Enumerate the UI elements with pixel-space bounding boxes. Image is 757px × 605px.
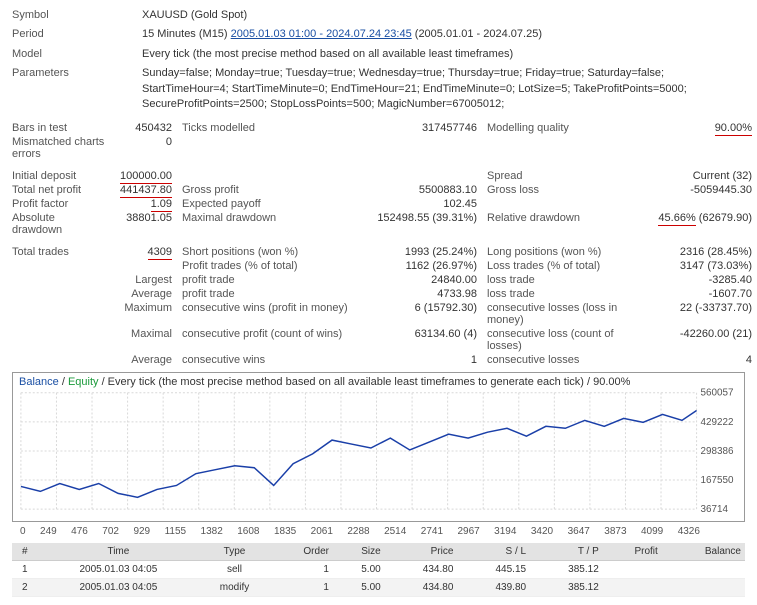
chart-x-axis: 0249476702929115513821608183520612288251… (12, 526, 745, 537)
short-pos-label: Short positions (won %) (182, 246, 372, 258)
table-header[interactable]: Balance (662, 543, 745, 561)
symbol-value: XAUUSD (Gold Spot) (142, 8, 745, 23)
stats-grid: Bars in test 450432 Ticks modelled 31745… (12, 122, 745, 160)
max-cl-label: consecutive losses (loss in money) (487, 302, 647, 326)
table-header[interactable]: Size (333, 543, 385, 561)
avg-cw-label: consecutive wins (182, 354, 372, 366)
maxp-cl-label: consecutive loss (count of losses) (487, 328, 647, 352)
spread-value: Current (32) (647, 170, 752, 182)
average-label: Average (107, 288, 182, 300)
loss-trades-label: Loss trades (% of total) (487, 260, 647, 272)
bars-in-test-label: Bars in test (12, 122, 107, 134)
table-row[interactable]: 12005.01.03 04:05sell15.00434.80445.1538… (12, 561, 745, 579)
svg-text:298386: 298386 (701, 446, 734, 457)
spread-label: Spread (487, 170, 647, 182)
initial-deposit-value: 100000.00 (107, 170, 182, 182)
expected-payoff-value: 102.45 (372, 198, 487, 210)
rel-dd-label: Relative drawdown (487, 212, 647, 236)
largest-lt-label: loss trade (487, 274, 647, 286)
table-body: 12005.01.03 04:05sell15.00434.80445.1538… (12, 561, 745, 597)
profit-factor-value: 1.09 (107, 198, 182, 210)
long-pos-label: Long positions (won %) (487, 246, 647, 258)
table-header[interactable]: Type (199, 543, 270, 561)
svg-text:560057: 560057 (701, 388, 734, 399)
maxp-cw-value: 63134.60 (4) (372, 328, 487, 352)
profit-factor-label: Profit factor (12, 198, 107, 210)
maximal-label: Maximal (107, 328, 182, 352)
svg-text:167550: 167550 (701, 475, 734, 486)
table-header[interactable]: Price (385, 543, 458, 561)
avg-cl-value: 4 (647, 354, 752, 366)
period-value: 15 Minutes (M15) 2005.01.03 01:00 - 2024… (142, 27, 745, 42)
max-cw-label: consecutive wins (profit in money) (182, 302, 372, 326)
maximum-label: Maximum (107, 302, 182, 326)
avg-cw-value: 1 (372, 354, 487, 366)
table-header[interactable]: S / L (457, 543, 530, 561)
modelling-quality-value: 90.00% (647, 122, 752, 134)
total-net-profit-label: Total net profit (12, 184, 107, 196)
expected-payoff-label: Expected payoff (182, 198, 372, 210)
largest-label: Largest (107, 274, 182, 286)
average-pt-value: 4733.98 (372, 288, 487, 300)
profit-trades-value: 1162 (26.97%) (372, 260, 487, 272)
abs-dd-label: Absolute drawdown (12, 212, 107, 236)
svg-text:36714: 36714 (701, 504, 729, 515)
maxp-cl-value: -42260.00 (21) (647, 328, 752, 352)
average-lt-value: -1607.70 (647, 288, 752, 300)
max-dd-value: 152498.55 (39.31%) (372, 212, 487, 236)
initial-deposit-label: Initial deposit (12, 170, 107, 182)
table-header[interactable]: T / P (530, 543, 603, 561)
svg-text:429222: 429222 (701, 417, 734, 428)
avg-cl-label: consecutive losses (487, 354, 647, 366)
period-label: Period (12, 27, 142, 42)
loss-trades-value: 3147 (73.03%) (647, 260, 752, 272)
maxp-cw-label: consecutive profit (count of wins) (182, 328, 372, 352)
abs-dd-value: 38801.05 (107, 212, 182, 236)
table-row[interactable]: 22005.01.03 04:05modify15.00434.80439.80… (12, 579, 745, 597)
table-header[interactable]: Profit (603, 543, 662, 561)
ticks-modelled-value: 317457746 (372, 122, 487, 134)
trades-table: #TimeTypeOrderSizePriceS / LT / PProfitB… (12, 543, 745, 597)
gross-profit-value: 5500883.10 (372, 184, 487, 196)
symbol-label: Symbol (12, 8, 142, 23)
table-header[interactable]: Order (270, 543, 333, 561)
bars-in-test-value: 450432 (107, 122, 182, 134)
max-dd-label: Maximal drawdown (182, 212, 372, 236)
profit-trades-label: Profit trades (% of total) (182, 260, 372, 272)
mismatched-value: 0 (107, 136, 182, 160)
balance-chart: Balance / Equity / Every tick (the most … (12, 372, 745, 522)
mismatched-label: Mismatched charts errors (12, 136, 107, 160)
largest-pt-value: 24840.00 (372, 274, 487, 286)
gross-loss-value: -5059445.30 (647, 184, 752, 196)
gross-loss-label: Gross loss (487, 184, 647, 196)
total-net-profit-value: 441437.80 (107, 184, 182, 196)
largest-lt-value: -3285.40 (647, 274, 752, 286)
table-header[interactable]: Time (38, 543, 200, 561)
total-trades-value: 4309 (107, 246, 182, 258)
model-label: Model (12, 47, 142, 62)
table-header-row: #TimeTypeOrderSizePriceS / LT / PProfitB… (12, 543, 745, 561)
period-link[interactable]: 2005.01.03 01:00 - 2024.07.24 23:45 (231, 28, 412, 40)
gross-profit-label: Gross profit (182, 184, 372, 196)
table-header[interactable]: # (12, 543, 38, 561)
model-value: Every tick (the most precise method base… (142, 47, 745, 62)
total-trades-label: Total trades (12, 246, 107, 258)
long-pos-value: 2316 (28.45%) (647, 246, 752, 258)
short-pos-value: 1993 (25.24%) (372, 246, 487, 258)
max-cl-value: 22 (-33737.70) (647, 302, 752, 326)
params-label: Parameters (12, 66, 142, 81)
params-value: Sunday=false; Monday=true; Tuesday=true;… (142, 66, 745, 112)
modelling-quality-label: Modelling quality (487, 122, 647, 134)
max-cw-value: 6 (15792.30) (372, 302, 487, 326)
ticks-modelled-label: Ticks modelled (182, 122, 372, 134)
largest-pt-label: profit trade (182, 274, 372, 286)
rel-dd-value: 45.66% (62679.90) (647, 212, 752, 236)
